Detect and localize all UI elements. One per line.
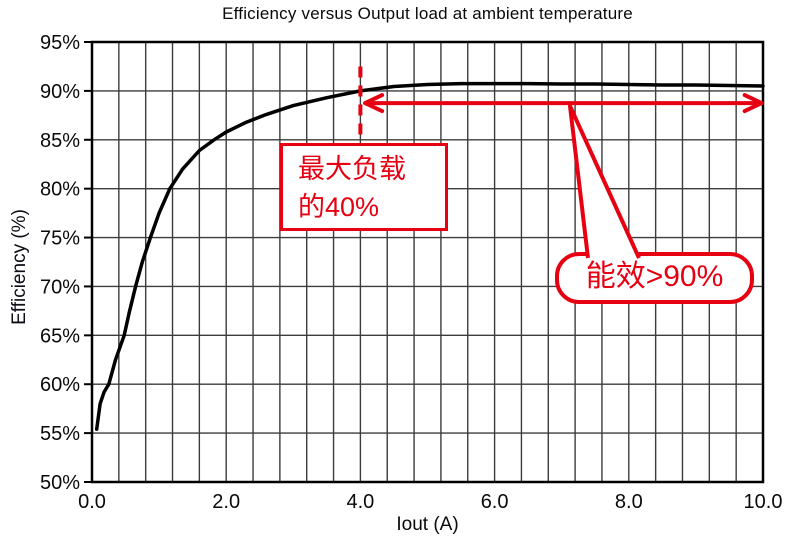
load-label-line2: 的40% bbox=[298, 192, 380, 222]
x-tick-label: 6.0 bbox=[481, 491, 509, 513]
grid bbox=[92, 42, 763, 482]
efficiency-callout: 能效>90% bbox=[555, 252, 754, 304]
callout-text: 能效>90% bbox=[585, 260, 724, 293]
efficiency-curve bbox=[94, 81, 765, 431]
x-tick-label: 8.0 bbox=[615, 491, 643, 513]
x-tick-label: 4.0 bbox=[346, 491, 374, 513]
x-axis-label: Iout (A) bbox=[396, 514, 459, 535]
load-40-percent-label: 最大负载 的40% bbox=[280, 143, 448, 231]
axis-ticks: 95% 90% 85% 80% 75% 70% 65% 60% 55% 50%0.0 2.0 4.0 6… bbox=[40, 32, 783, 513]
x-tick-label: 10.0 bbox=[744, 491, 783, 513]
y-tick-label: 60% bbox=[40, 374, 80, 396]
range-arrow-right-head bbox=[742, 93, 764, 114]
y-tick-label: 55% bbox=[40, 423, 80, 445]
y-tick-label: 95% bbox=[40, 32, 80, 54]
plot-border bbox=[90, 40, 765, 484]
range-arrow-left-head bbox=[363, 93, 385, 114]
y-tick-label: 90% bbox=[40, 81, 80, 103]
y-tick-label: 65% bbox=[40, 325, 80, 347]
x-tick-label: 0.0 bbox=[78, 491, 106, 513]
y-tick-label: 80% bbox=[40, 179, 80, 201]
y-tick-label: 75% bbox=[40, 228, 80, 250]
load-label-line1: 最大负载 bbox=[298, 154, 406, 184]
red-annotations bbox=[358, 66, 764, 135]
y-tick-label: 85% bbox=[40, 130, 80, 152]
efficiency-curve-path bbox=[94, 81, 765, 431]
chart-title: Efficiency versus Output load at ambient… bbox=[222, 4, 633, 23]
y-tick-label: 50% bbox=[40, 472, 80, 494]
x-tick-label: 2.0 bbox=[212, 491, 240, 513]
y-tick-label: 70% bbox=[40, 276, 80, 298]
